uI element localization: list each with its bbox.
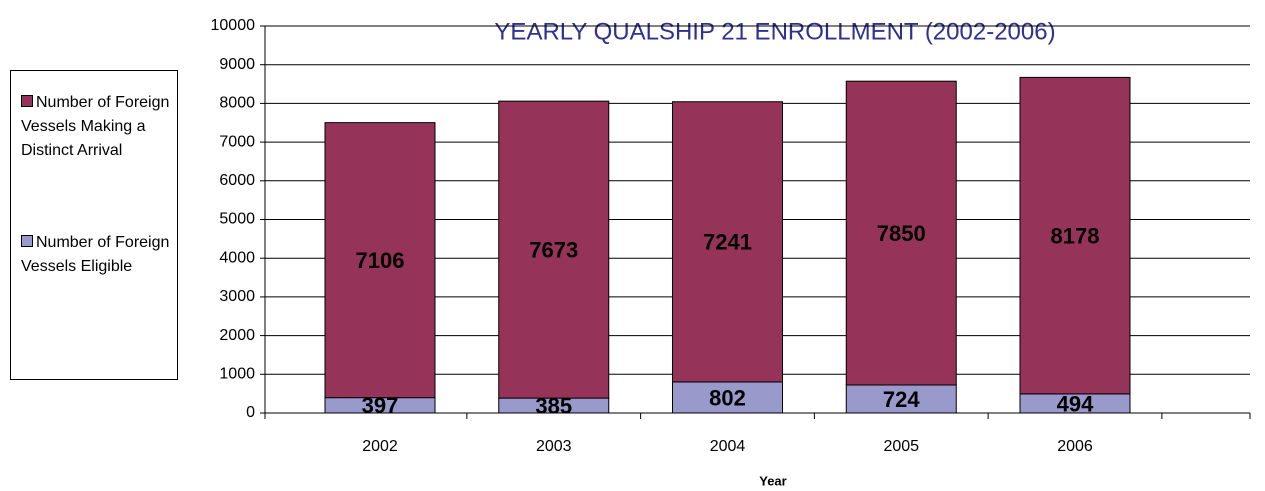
chart-title: YEARLY QUALSHIP 21 ENROLLMENT (2002-2006…: [494, 18, 1055, 45]
y-tick-label: 3000: [219, 288, 255, 305]
bar-segment: [672, 101, 783, 383]
data-label: 8178: [1051, 223, 1100, 248]
legend-label: Number of Foreign Vessels Making a Disti…: [21, 94, 170, 159]
data-label: 802: [709, 385, 746, 410]
x-tick-label: 2002: [362, 438, 398, 455]
legend-swatch: [21, 235, 33, 247]
x-axis-title: Year: [759, 473, 786, 488]
data-label: 724: [883, 387, 920, 412]
y-tick-label: 7000: [219, 133, 255, 150]
y-tick-label: 9000: [219, 56, 255, 73]
legend-label: Number of Foreign Vessels Eligible: [21, 234, 170, 275]
y-tick-label: 2000: [219, 327, 255, 344]
x-tick-label: 2004: [710, 438, 746, 455]
data-label: 7850: [877, 221, 926, 246]
y-tick-label: 0: [246, 404, 255, 421]
legend-swatch: [21, 95, 33, 107]
legend-item: Number of Foreign Vessels Making a Disti…: [21, 91, 181, 163]
bar-segment: [672, 381, 783, 414]
x-tick-label: 2003: [536, 438, 572, 455]
y-tick-label: 1000: [219, 366, 255, 383]
y-tick-label: 5000: [219, 211, 255, 228]
data-label: 7241: [703, 230, 752, 255]
y-tick-label: 10000: [211, 17, 256, 34]
x-tick-label: 2006: [1057, 438, 1093, 455]
legend-item: Number of Foreign Vessels Eligible: [21, 231, 181, 279]
data-label: 494: [1057, 391, 1094, 416]
bar-segment: [324, 122, 436, 399]
bar-segment: [1019, 76, 1131, 395]
y-tick-label: 6000: [219, 172, 255, 189]
data-label: 7106: [356, 248, 405, 273]
data-label: 7673: [529, 237, 578, 262]
y-tick-label: 8000: [219, 95, 255, 112]
x-tick-label: 2005: [883, 438, 919, 455]
bar-segment: [845, 80, 957, 386]
y-tick-label: 4000: [219, 249, 255, 266]
bar-segment: [498, 100, 610, 399]
legend: Number of Foreign Vessels Eligible Number…: [10, 70, 178, 380]
